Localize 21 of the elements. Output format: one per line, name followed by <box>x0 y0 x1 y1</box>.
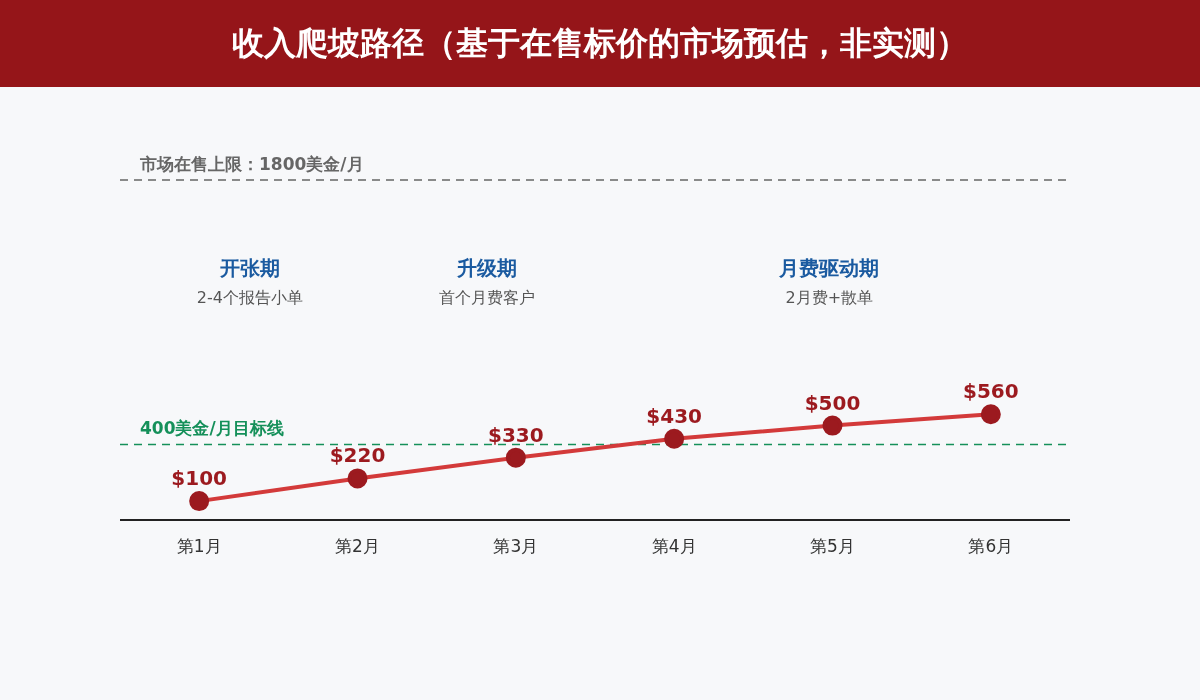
text: 2-4个报告小单 <box>195 288 304 309</box>
data-label: $560 <box>963 379 1019 404</box>
data-label: $500 <box>804 390 861 415</box>
x-tick-label: 第1月 <box>176 536 222 557</box>
text: 首个月费客户 <box>438 288 537 309</box>
data-label: $220 <box>329 443 386 468</box>
text: 升级期 <box>456 255 519 282</box>
data-label: $330 <box>488 422 544 447</box>
x-tick-label: 第2月 <box>335 536 380 557</box>
x-tick-label: 第3月 <box>493 536 539 557</box>
x-tick-label: 第5月 <box>810 536 855 557</box>
data-label: $100 <box>171 466 227 491</box>
data-label: $430 <box>646 403 702 428</box>
x-tick-label: 第6月 <box>968 536 1014 557</box>
text: 月费驱动期 <box>778 255 881 282</box>
text: 2月费+散单 <box>784 288 875 309</box>
x-tick-label: 第4月 <box>651 536 697 557</box>
ref-line-label: 市场在售上限：1800美金/月 <box>139 154 364 174</box>
text: 开张期 <box>218 255 281 282</box>
ref-line-label: 400美金/月目标线 <box>140 418 284 439</box>
chart-title: 收入爬坡路径（基于在售标价的市场预估，非实测） <box>232 22 968 64</box>
